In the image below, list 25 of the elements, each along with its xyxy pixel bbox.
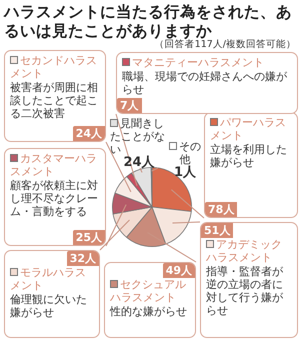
data-label: 78人 xyxy=(205,202,238,217)
legend-label: モラルハラスメント xyxy=(10,266,87,292)
text: 指導・監督者が逆の立場の者に対して行う嫌がらせ xyxy=(206,265,284,317)
text: 倫理観に欠いた嫌がらせ xyxy=(10,293,88,319)
legend-label: セクシュアルハラスメント xyxy=(110,278,187,304)
data-label: 1人 xyxy=(172,165,198,180)
data-label: 51人 xyxy=(201,223,234,238)
text: 職場、現場での妊婦さんへの嫌がらせ xyxy=(122,70,288,96)
text: 被害者が周囲に相談したことで起こる二次被害 xyxy=(10,81,99,120)
data-label: 49人 xyxy=(162,263,195,278)
data-label: 7人 xyxy=(117,98,142,113)
text: 立場を利用した嫌がらせ xyxy=(210,143,288,169)
legend-label: セカンドハラスメント xyxy=(10,54,98,80)
chart-title: ハラスメントに当たる行為をされた、あるいは見たことがありますか xyxy=(4,3,293,40)
text: （回答者117人/複数回答可能） xyxy=(154,39,296,51)
data-label: 24人 xyxy=(72,126,105,141)
text: 顧客が依頼主に対し理不尽なクレーム・言動をする xyxy=(10,179,99,218)
legend-label: その他 xyxy=(178,140,202,166)
legend-label: パワーハラスメント xyxy=(210,116,287,142)
legend-label: マタニティーハラスメント xyxy=(131,56,265,69)
legend-label: アカデミックハラスメント xyxy=(206,238,283,264)
data-label: 25人 xyxy=(72,230,105,245)
text: 性的な嫌がらせ xyxy=(110,305,188,318)
data-label: 32人 xyxy=(66,251,99,266)
legend-label: カスタマーハラスメント xyxy=(10,152,98,178)
